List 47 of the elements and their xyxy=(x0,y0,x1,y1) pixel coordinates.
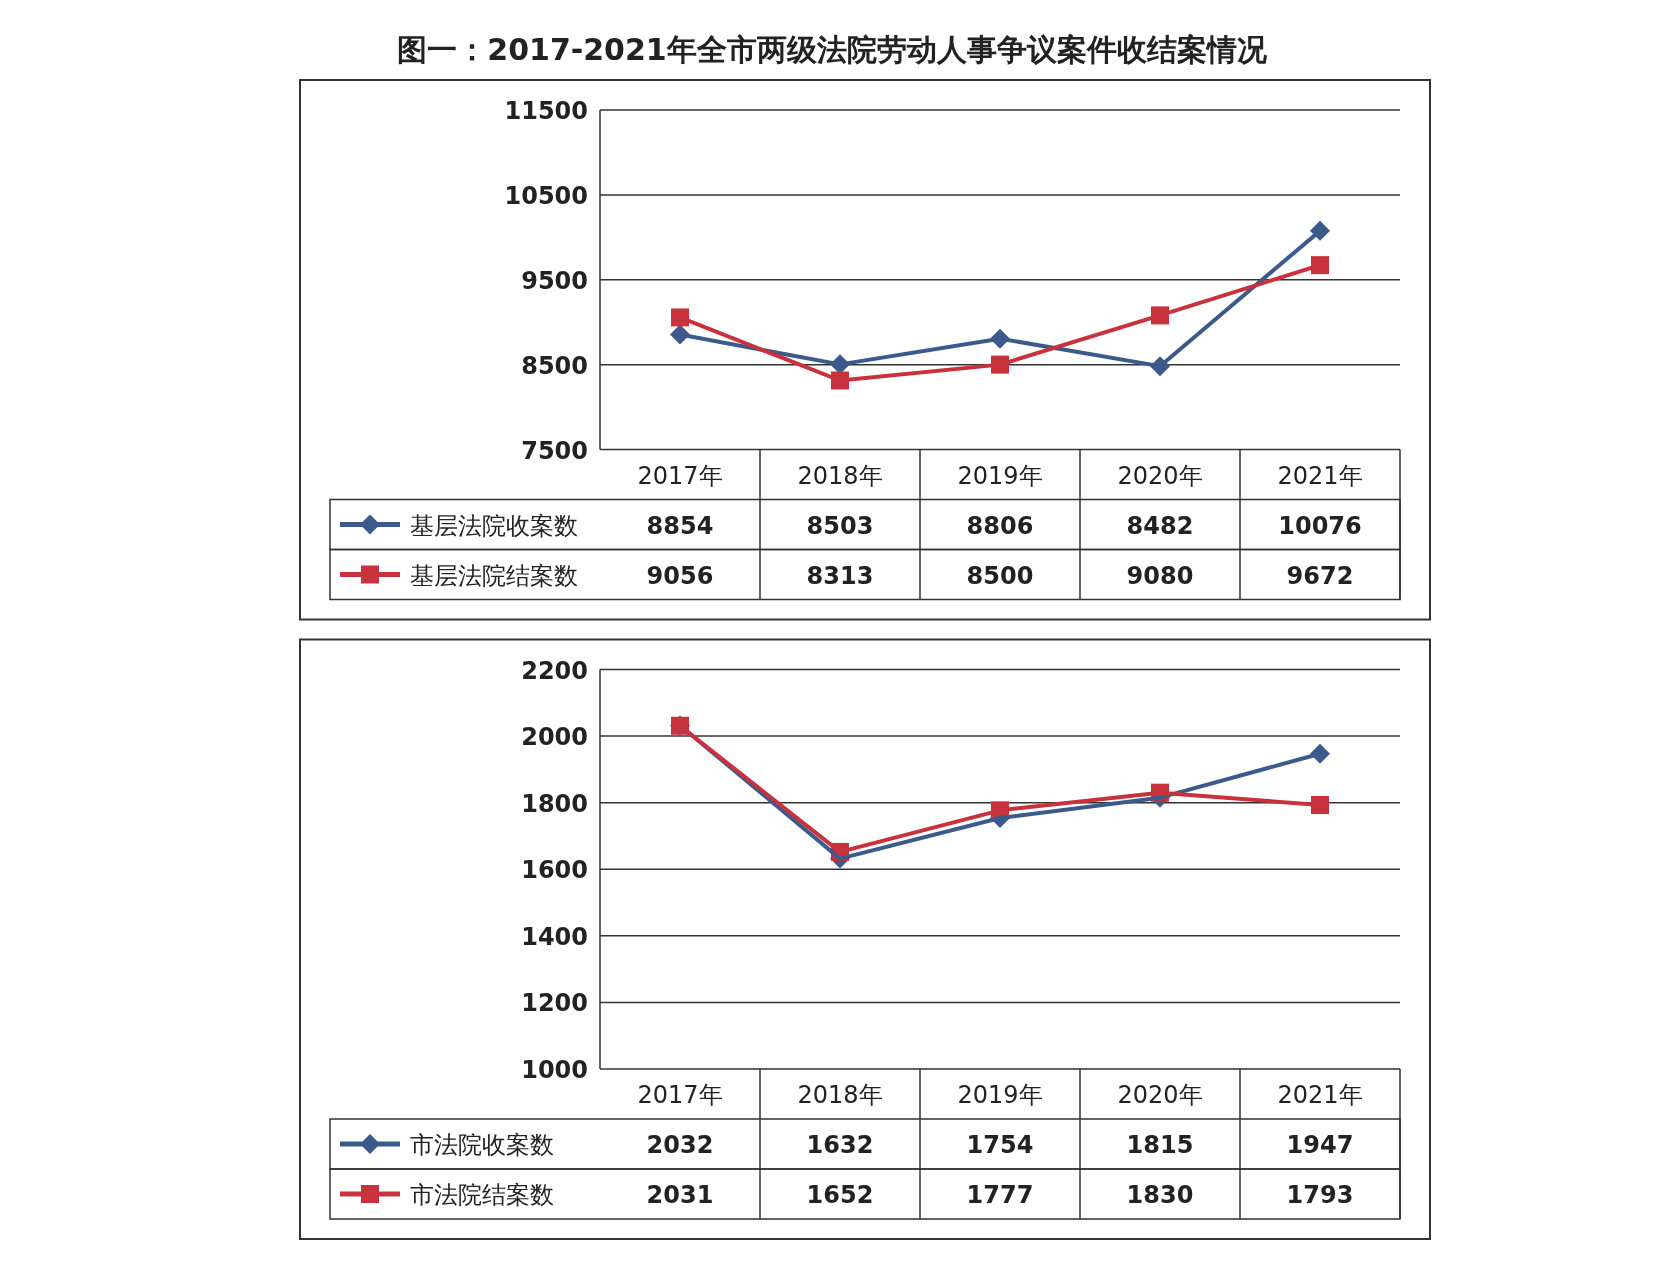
legend-label: 基层法院收案数 xyxy=(410,511,578,540)
y-tick-label: 2000 xyxy=(521,723,588,752)
x-tick-label: 2017年 xyxy=(637,1081,723,1109)
y-tick-label: 7500 xyxy=(521,436,588,465)
data-label: 1947 xyxy=(1286,1131,1354,1159)
data-label: 8854 xyxy=(646,511,714,540)
legend-label: 市法院收案数 xyxy=(410,1131,554,1159)
y-tick-label: 9500 xyxy=(521,266,588,295)
data-label: 8313 xyxy=(806,561,874,590)
x-tick-label: 2019年 xyxy=(957,461,1043,490)
data-label: 2032 xyxy=(646,1131,714,1159)
x-tick-label: 2020年 xyxy=(1117,1081,1203,1109)
x-tick-label: 2017年 xyxy=(637,461,723,490)
data-label: 1632 xyxy=(806,1131,874,1159)
data-label: 8806 xyxy=(966,511,1034,540)
data-label: 1793 xyxy=(1286,1181,1354,1209)
x-tick-label: 2019年 xyxy=(957,1081,1043,1109)
data-label: 9080 xyxy=(1126,561,1194,590)
x-tick-label: 2021年 xyxy=(1277,461,1363,490)
data-label: 9672 xyxy=(1286,561,1354,590)
y-tick-label: 1600 xyxy=(521,856,588,885)
data-label: 1652 xyxy=(806,1181,874,1209)
y-tick-label: 1800 xyxy=(521,789,588,818)
x-tick-label: 2018年 xyxy=(797,1081,883,1109)
y-tick-label: 8500 xyxy=(521,351,588,380)
data-label: 8500 xyxy=(966,561,1034,590)
y-tick-label: 1200 xyxy=(521,989,588,1018)
data-label: 10076 xyxy=(1278,511,1362,540)
x-tick-label: 2018年 xyxy=(797,461,883,490)
y-tick-label: 1400 xyxy=(521,922,588,951)
data-label: 8503 xyxy=(806,511,874,540)
chart-title: 图一：2017-2021年全市两级法院劳动人事争议案件收结案情况 xyxy=(397,32,1268,67)
data-label: 1830 xyxy=(1126,1181,1194,1209)
data-label: 1754 xyxy=(966,1131,1034,1159)
y-tick-label: 1000 xyxy=(521,1056,588,1084)
data-label: 1777 xyxy=(966,1181,1034,1209)
x-tick-label: 2020年 xyxy=(1117,461,1203,490)
y-tick-label: 11500 xyxy=(504,97,588,125)
y-tick-label: 10500 xyxy=(504,181,588,210)
y-tick-label: 2200 xyxy=(521,656,588,685)
data-label: 8482 xyxy=(1126,511,1194,540)
data-label: 2031 xyxy=(646,1181,714,1209)
x-tick-label: 2021年 xyxy=(1277,1081,1363,1109)
data-label: 1815 xyxy=(1126,1131,1194,1159)
legend-label: 市法院结案数 xyxy=(410,1181,554,1209)
data-label: 9056 xyxy=(646,561,714,590)
legend-label: 基层法院结案数 xyxy=(410,561,578,590)
